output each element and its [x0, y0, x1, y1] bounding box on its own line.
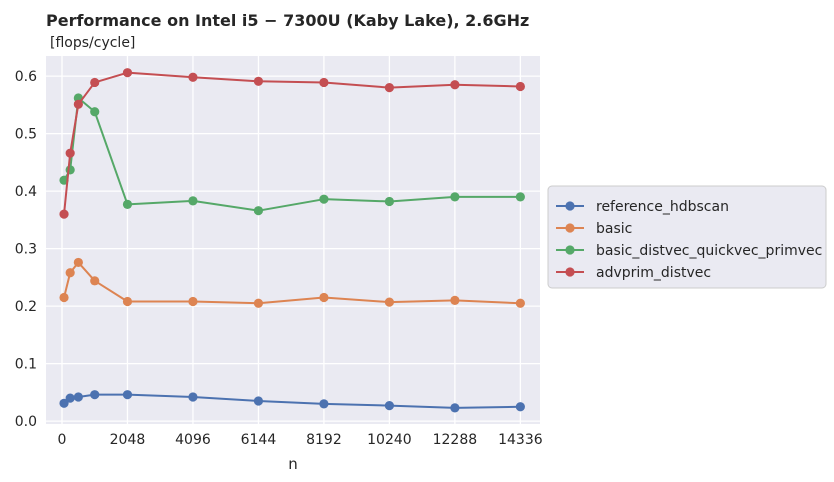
plot-area — [46, 56, 540, 424]
series-reference_hdbscan — [59, 390, 525, 413]
data-point — [188, 296, 198, 307]
grid-lines — [46, 56, 540, 424]
data-point — [319, 399, 329, 409]
data-point — [384, 401, 395, 411]
data-point — [384, 297, 395, 307]
legend-box — [547, 185, 827, 289]
x-tick-label: 6144 — [241, 432, 277, 448]
x-tick-label: 12288 — [433, 432, 478, 448]
data-point — [319, 194, 329, 204]
y-tick-label: 0.5 — [15, 127, 37, 143]
data-point — [384, 83, 395, 93]
data-point — [90, 77, 100, 88]
chart-subtitle: [flops/cycle] — [50, 35, 135, 51]
data-point — [73, 99, 83, 109]
legend-label: reference_hdbscan — [596, 199, 729, 215]
y-tick-label: 0.1 — [15, 357, 37, 373]
y-tick-label: 0.6 — [15, 69, 37, 85]
data-point — [188, 72, 198, 82]
data-point — [450, 295, 460, 305]
x-tick-labels: 0 2048 4096 6144 8192 10240 12288 14336 — [58, 432, 543, 448]
data-point — [90, 276, 100, 286]
legend-label: basic_distvec_quickvec_primvec — [596, 243, 822, 259]
data-point — [188, 392, 198, 402]
data-point — [59, 209, 69, 219]
x-tick-label: 4096 — [175, 432, 211, 448]
x-tick-label: 10240 — [367, 432, 412, 448]
data-point — [65, 148, 75, 158]
x-tick-label: 0 — [58, 432, 67, 448]
x-tick-label: 8192 — [306, 432, 342, 448]
legend-marker — [565, 245, 575, 255]
data-point — [73, 392, 83, 402]
data-point — [188, 196, 198, 206]
data-point — [90, 107, 100, 117]
data-point — [384, 196, 395, 207]
data-point — [450, 403, 460, 413]
series-advprim_distvec — [59, 68, 525, 219]
data-point — [515, 402, 525, 412]
y-tick-label: 0.4 — [15, 184, 37, 200]
data-point — [90, 390, 100, 400]
data-point — [65, 268, 75, 278]
data-point — [319, 77, 329, 88]
legend-marker — [565, 223, 575, 233]
data-point — [122, 199, 133, 209]
data-point — [59, 398, 69, 408]
legend-label: basic — [596, 221, 632, 237]
series-basic — [59, 257, 525, 308]
data-series — [59, 68, 525, 413]
y-tick-labels: 0.0 0.1 0.2 0.3 0.4 0.5 0.6 — [15, 69, 37, 430]
legend-label: advprim_distvec — [596, 265, 711, 281]
data-point — [515, 192, 525, 202]
y-tick-label: 0.3 — [15, 242, 37, 258]
x-tick-label: 2048 — [110, 432, 146, 448]
chart-title: Performance on Intel i5 − 7300U (Kaby La… — [46, 11, 529, 30]
data-point — [515, 81, 525, 92]
data-point — [122, 296, 133, 307]
data-point — [515, 298, 525, 308]
data-point — [65, 165, 75, 175]
legend-marker — [565, 267, 575, 277]
data-point — [122, 390, 133, 400]
y-tick-label: 0.2 — [15, 299, 37, 315]
data-point — [65, 393, 75, 403]
data-point — [122, 68, 133, 78]
x-tick-label: 14336 — [498, 432, 543, 448]
data-point — [253, 298, 264, 308]
data-point — [450, 80, 460, 90]
data-point — [253, 396, 264, 406]
data-point — [73, 257, 83, 268]
x-axis-label: n — [288, 455, 298, 473]
legend-marker — [565, 201, 575, 211]
data-point — [450, 192, 460, 202]
y-tick-label: 0.0 — [15, 414, 37, 430]
data-point — [319, 292, 329, 303]
data-point — [59, 292, 69, 303]
data-point — [253, 76, 264, 86]
data-point — [253, 206, 264, 216]
